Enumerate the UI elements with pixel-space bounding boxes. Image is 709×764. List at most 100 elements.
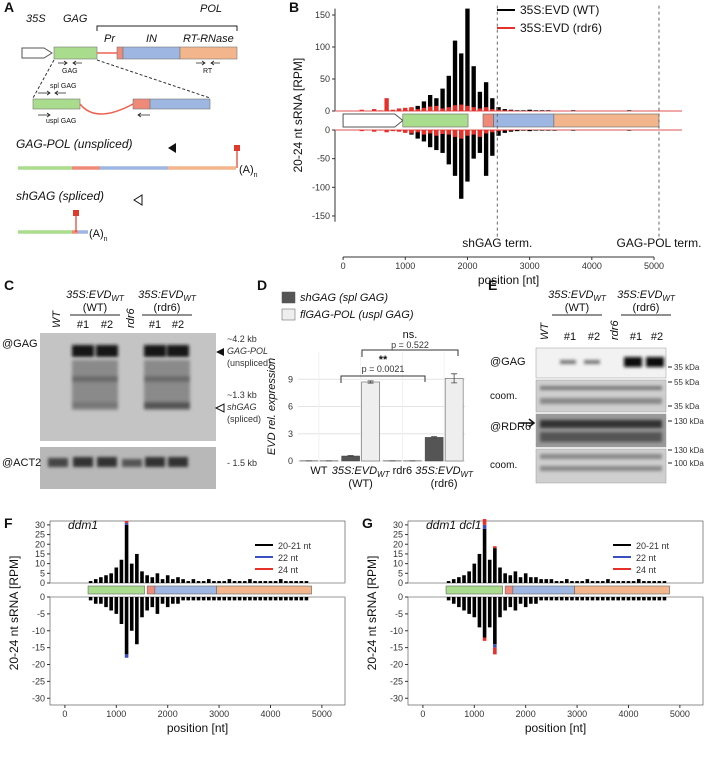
- x-tick-label: 1000: [395, 261, 415, 271]
- coverage-spike: [490, 130, 495, 133]
- annotation: **: [379, 354, 388, 366]
- coverage-spike: [546, 110, 551, 111]
- coverage-spike: [580, 597, 585, 601]
- coverage-spike: [258, 597, 262, 601]
- coverage-spike: [502, 110, 507, 111]
- category-label: 35S:EVDWT: [66, 289, 125, 303]
- coverage-spike: [662, 597, 667, 601]
- label: POL: [200, 3, 222, 15]
- y-tick-label: -5: [395, 609, 403, 619]
- annotation: p = 0.522: [391, 340, 429, 350]
- legend-label: 24 nt: [636, 565, 657, 575]
- coverage-spike: [196, 581, 201, 583]
- category-label: rdr6: [393, 465, 413, 477]
- coverage-spike: [647, 581, 651, 583]
- triangle-filled: [168, 143, 176, 153]
- coverage-spike: [171, 597, 175, 604]
- coverage-spike: [427, 95, 433, 111]
- splice-junction: [79, 103, 134, 115]
- category-label: (WT): [348, 478, 372, 490]
- coverage-spike: [135, 597, 139, 645]
- row-label: coom.: [490, 460, 517, 471]
- x-tick-label: 4000: [618, 709, 638, 719]
- transcript-label: shGAG (spliced): [16, 189, 104, 203]
- coverage-spike: [434, 130, 439, 151]
- coverage-spike: [549, 579, 554, 583]
- y-tick-label: -20: [390, 660, 403, 670]
- coverage-spike: [253, 581, 257, 583]
- gene-feature: [553, 113, 660, 128]
- coverage-spike: [440, 108, 445, 111]
- coverage-spike: [471, 107, 476, 111]
- in-box: [122, 46, 181, 60]
- coverage-spike: [109, 573, 113, 583]
- coverage-spike: [647, 597, 651, 601]
- gene-feature: [342, 113, 404, 128]
- x-tick-label: 0: [341, 261, 346, 271]
- legend-label: 20-21 nt: [278, 541, 312, 551]
- legend-label: 35S:EVD (rdr6): [520, 21, 602, 35]
- coverage-spike: [421, 130, 427, 142]
- coverage-spike: [626, 581, 631, 583]
- coverage-spike: [165, 597, 170, 608]
- coverage-spike: [611, 597, 615, 601]
- bands: [540, 386, 662, 404]
- coverage-spike: [546, 130, 551, 131]
- coverage-spike: [483, 130, 489, 176]
- coverage-spike: [521, 110, 526, 111]
- coverage-spike: [237, 597, 242, 601]
- pr-box: [132, 98, 151, 110]
- y-tick-label: 0: [325, 106, 330, 116]
- coverage-spike: [521, 130, 526, 131]
- y-tick-label: -10: [32, 626, 45, 636]
- coverage-spike: [248, 579, 252, 583]
- coverage-spike: [462, 575, 466, 583]
- category-label: (rdr6): [431, 478, 458, 490]
- y-tick-label: -100: [312, 182, 330, 192]
- coverage-spike: [93, 597, 98, 604]
- coverage-spike: [503, 573, 507, 583]
- coverage-spike: [544, 597, 549, 601]
- gene-feature: [402, 113, 469, 128]
- y-tick-label: 0: [398, 592, 403, 602]
- coverage-spike: [452, 40, 458, 111]
- lane-label: rdr6: [609, 320, 621, 340]
- coverage-spike: [396, 130, 402, 132]
- coverage-spike: [421, 130, 427, 135]
- coverage-spike: [490, 98, 495, 111]
- coverage-spike: [258, 581, 262, 583]
- significance-bracket: [361, 349, 459, 357]
- coverage-spike: [570, 581, 574, 583]
- x-axis-label: position [nt]: [167, 721, 228, 735]
- coverage-spike: [446, 130, 451, 135]
- coverage-spike: [124, 522, 129, 525]
- y-tick-label: 30: [393, 520, 403, 530]
- coverage-spike: [626, 110, 632, 111]
- primer-label: uspl GAG: [46, 118, 76, 125]
- x-tick-label: 3000: [209, 709, 229, 719]
- coverage-spike: [403, 130, 408, 133]
- band-label: ~4.2 kb: [227, 334, 257, 344]
- rt-box: [179, 46, 238, 60]
- coverage-spike: [434, 130, 439, 136]
- coverage-spike: [490, 109, 495, 111]
- primer-arrows: [38, 90, 150, 118]
- coverage-spike: [457, 597, 461, 608]
- coverage-spike: [457, 577, 461, 583]
- coverage-spike: [636, 597, 641, 601]
- coverage-spike: [446, 75, 451, 111]
- bands: [560, 357, 664, 367]
- gene-feature: [87, 585, 145, 595]
- legend-label: flGAG-POL (uspl GAG): [300, 309, 414, 321]
- label-part: WT: [310, 465, 327, 477]
- coverage-spike: [93, 579, 98, 583]
- coverage-spike: [652, 581, 656, 583]
- y-tick-label: 15: [393, 549, 403, 559]
- coverage-spike: [217, 597, 221, 601]
- bar: [444, 378, 464, 462]
- coverage-spike: [570, 130, 576, 131]
- label-part: rdr6: [393, 465, 413, 477]
- label-sub: WT: [662, 294, 676, 303]
- x-tick-label: 4000: [582, 261, 602, 271]
- coverage-spike: [155, 597, 160, 614]
